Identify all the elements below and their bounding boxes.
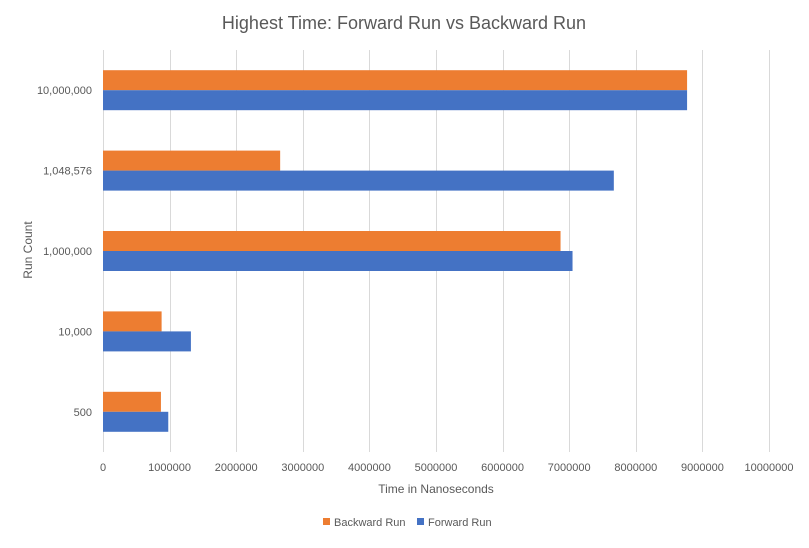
legend-label-backward-run: Backward Run [334, 517, 406, 529]
category-label: 1,000,000 [43, 246, 92, 258]
bar-backward-run-3 [103, 150, 281, 171]
x-tick-label: 5000000 [415, 462, 458, 474]
x-tick-label: 1000000 [148, 462, 191, 474]
bar-forward-run-0 [103, 411, 169, 432]
x-tick-label: 4000000 [348, 462, 391, 474]
bar-forward-run-1 [103, 331, 191, 352]
bars [103, 70, 688, 432]
x-tick-label: 6000000 [481, 462, 524, 474]
y-axis-title: Run Count [21, 221, 35, 279]
x-axis-title: Time in Nanoseconds [378, 482, 494, 496]
bar-forward-run-4 [103, 90, 688, 111]
bar-backward-run-0 [103, 391, 161, 412]
x-tick-label: 10000000 [745, 462, 794, 474]
bar-backward-run-2 [103, 231, 561, 251]
category-label: 500 [74, 407, 92, 419]
legend: Backward Run Forward Run [323, 517, 492, 529]
category-label: 10,000,000 [37, 85, 92, 97]
category-labels: 500 10,000 1,000,000 1,048,576 10,000,000 [37, 85, 92, 419]
legend-swatch-forward-run [417, 518, 424, 525]
chart-title: Highest Time: Forward Run vs Backward Ru… [222, 13, 586, 33]
category-label: 1,048,576 [43, 166, 92, 178]
legend-label-forward-run: Forward Run [428, 517, 492, 529]
x-tick-labels: 0 1000000 2000000 3000000 4000000 5000000 6000… [100, 462, 794, 474]
x-tick-label: 8000000 [614, 462, 657, 474]
x-tick-label: 0 [100, 462, 106, 474]
bar-backward-run-1 [103, 311, 162, 332]
bar-forward-run-3 [103, 170, 614, 191]
x-tick-label: 2000000 [215, 462, 258, 474]
x-tick-label: 7000000 [548, 462, 591, 474]
legend-swatch-backward-run [323, 518, 330, 525]
category-label: 10,000 [58, 326, 92, 338]
x-tick-label: 3000000 [281, 462, 324, 474]
x-tick-label: 9000000 [681, 462, 724, 474]
bar-backward-run-4 [103, 70, 688, 91]
bar-forward-run-2 [103, 251, 573, 271]
